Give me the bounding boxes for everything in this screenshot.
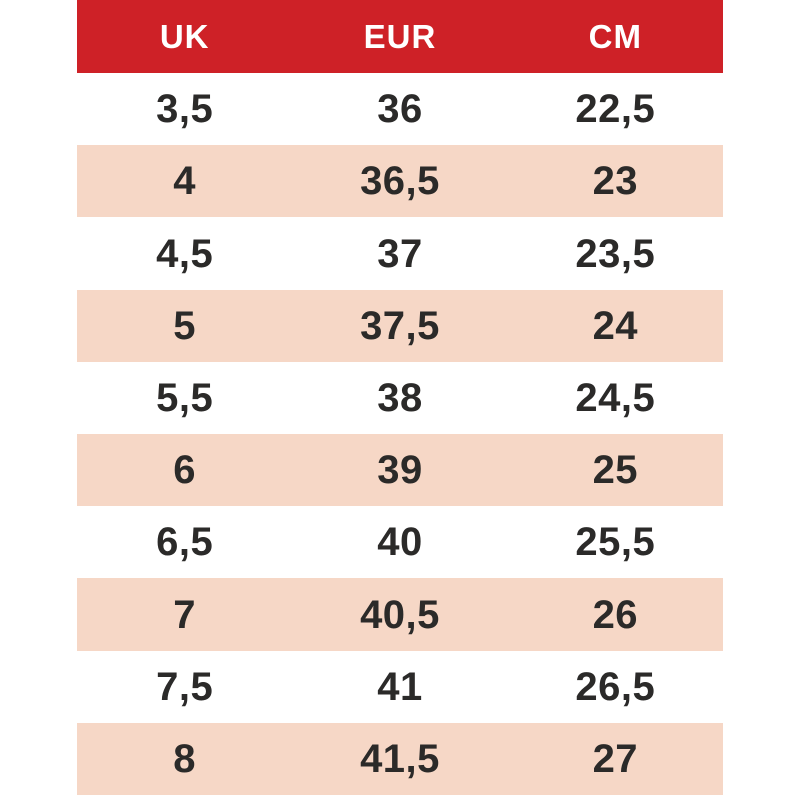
table-header-row: UK EUR CM — [77, 0, 723, 73]
table-row: 5,5 38 24,5 — [77, 361, 723, 435]
table-row: 3,5 36 22,5 — [77, 73, 723, 146]
table-cell: 27 — [592, 736, 639, 781]
table-cell: 5 — [173, 303, 197, 348]
table-cell: 8 — [173, 736, 197, 781]
table-cell: 25 — [592, 448, 639, 493]
table-row: 6,5 40 25,5 — [77, 506, 723, 579]
table-row: 4,5 37 23,5 — [77, 217, 723, 290]
table-cell: 39 — [377, 448, 423, 493]
table-cell: 37 — [377, 231, 423, 276]
column-header-cm: CM — [588, 18, 642, 55]
table-cell: 41 — [377, 664, 423, 709]
table-cell: 22,5 — [575, 87, 656, 132]
table-row: 5 37,5 24 — [77, 289, 723, 362]
table-cell: 26 — [592, 592, 639, 637]
table-cell: 41,5 — [360, 736, 440, 781]
table-cell: 25,5 — [575, 520, 656, 565]
table-cell: 23 — [592, 159, 639, 204]
column-header-eur: EUR — [363, 18, 437, 55]
table-cell: 26,5 — [575, 664, 656, 709]
table-cell: 3,5 — [156, 87, 214, 132]
table-cell: 5,5 — [156, 375, 214, 420]
table-row: 4 36,5 23 — [77, 145, 723, 218]
table-cell: 24,5 — [575, 375, 656, 420]
table-row: 7,5 41 26,5 — [77, 650, 723, 723]
table-row: 7 40,5 26 — [77, 578, 723, 651]
table-cell: 40 — [377, 520, 423, 565]
table-cell: 6 — [173, 448, 197, 493]
table-cell: 23,5 — [575, 231, 656, 276]
table-cell: 36,5 — [360, 159, 440, 204]
table-cell: 4 — [173, 159, 197, 204]
table-row: 6 39 25 — [77, 434, 723, 507]
size-conversion-table: UK EUR CM 3,5 36 22,5 4 36,5 23 4,5 37 23,5 5 37,5… — [77, 0, 723, 796]
table-cell: 36 — [377, 87, 423, 132]
table-cell: 40,5 — [360, 592, 440, 637]
table-cell: 38 — [377, 375, 423, 420]
table-cell: 6,5 — [156, 520, 214, 565]
table-cell: 7 — [173, 592, 197, 637]
table-cell: 24 — [592, 303, 639, 348]
table-cell: 4,5 — [156, 231, 214, 276]
column-header-uk: UK — [159, 18, 210, 55]
table-cell: 7,5 — [156, 664, 214, 709]
table-cell: 37,5 — [360, 303, 440, 348]
table-row: 8 41,5 27 — [77, 722, 723, 796]
